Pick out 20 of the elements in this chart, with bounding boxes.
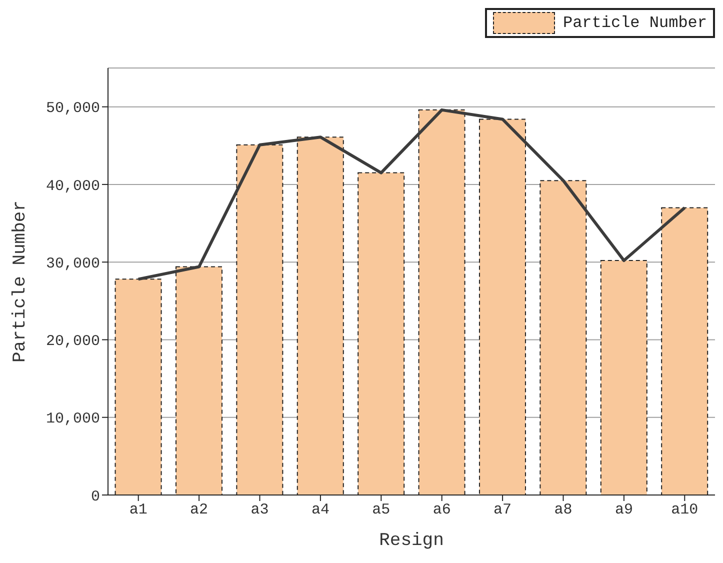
y-tick-label: 50,000	[46, 100, 100, 118]
legend-label: Particle Number	[484, 8, 715, 38]
x-tick-label: a10	[671, 502, 698, 519]
x-tick-label: a1	[129, 502, 148, 519]
y-tick-label: 10,000	[46, 410, 100, 428]
x-tick-label: a3	[250, 502, 269, 519]
x-axis-title: Resign	[379, 531, 444, 551]
x-tick-label: a9	[614, 502, 633, 519]
x-tick-label: a8	[554, 502, 572, 519]
x-tick-label: a2	[190, 502, 208, 519]
y-tick-label: 0	[90, 488, 100, 506]
x-tick-label: a5	[372, 502, 390, 519]
x-tick-label: a4	[311, 502, 330, 519]
y-axis-title: Particle Number	[10, 200, 30, 363]
y-tick-label: 40,000	[46, 178, 100, 195]
line-series	[136, 108, 686, 281]
x-tick-label: a7	[494, 502, 512, 519]
y-tick-label: 30,000	[46, 255, 100, 272]
y-tick-label: 20,000	[46, 333, 100, 350]
x-tick-label: a6	[432, 502, 451, 519]
